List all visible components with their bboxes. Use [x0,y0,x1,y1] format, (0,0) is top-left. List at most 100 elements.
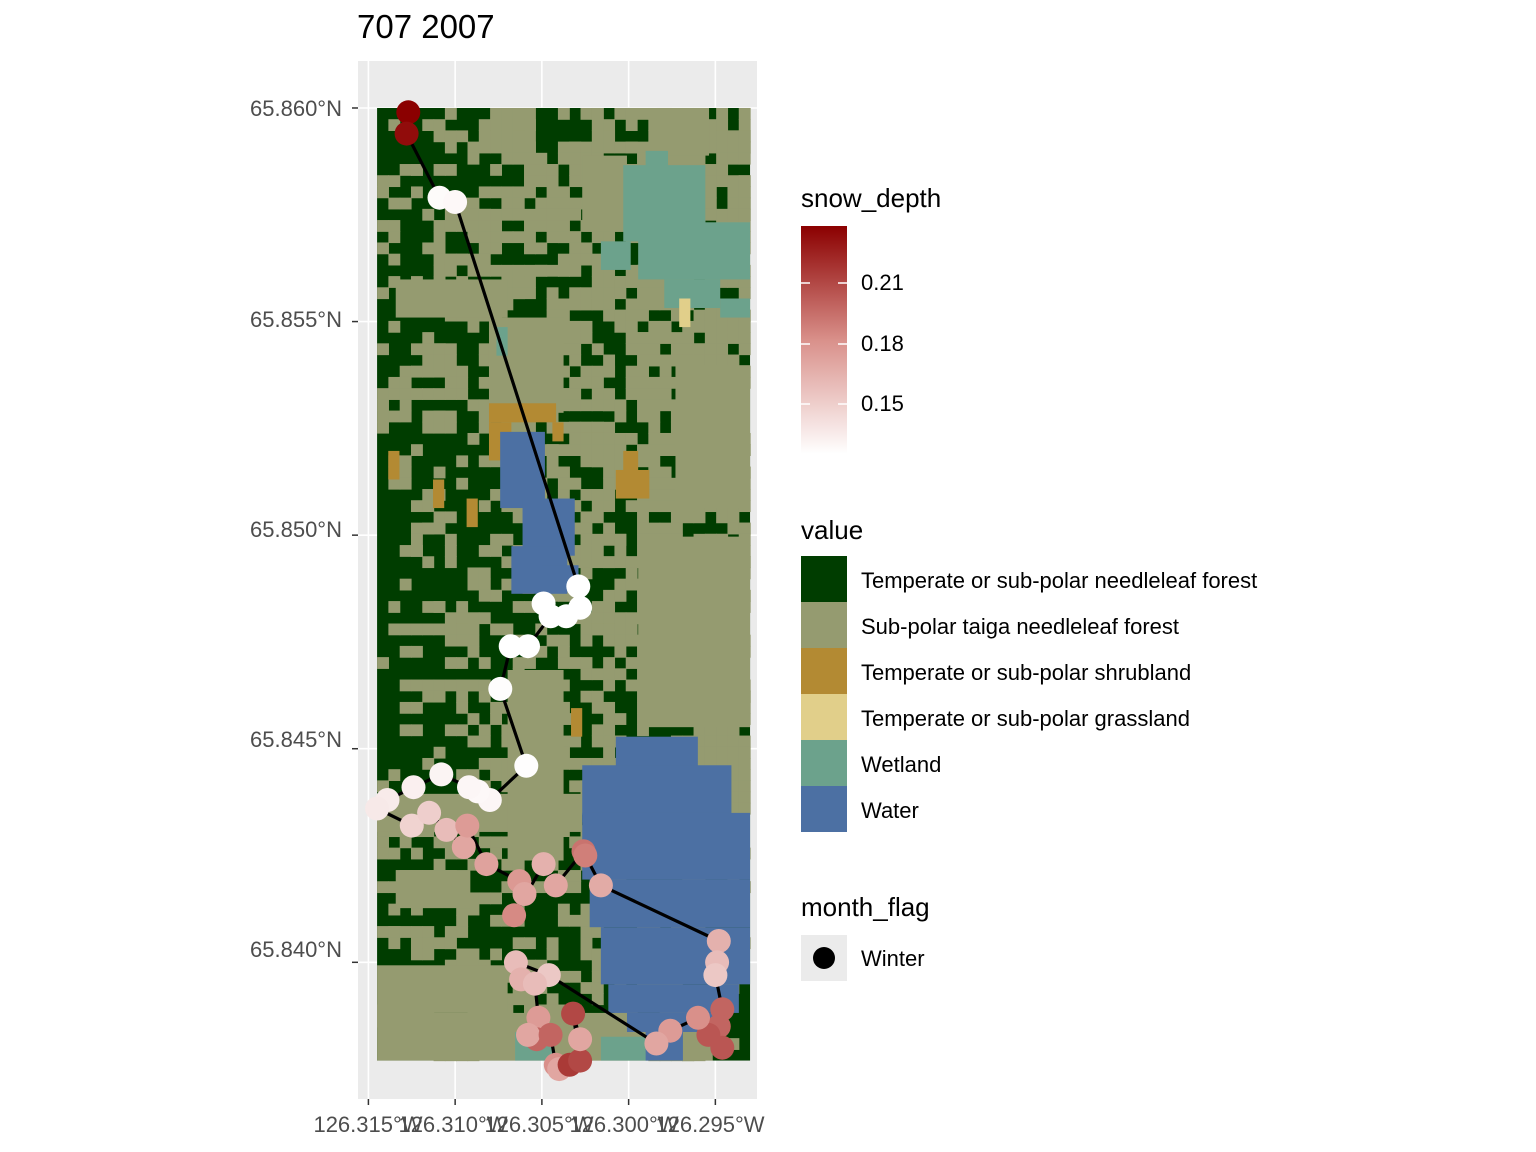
land-cover-cell [410,645,423,658]
land-cover-cell [490,847,503,860]
land-cover-cell [422,242,435,255]
land-cover-cell [422,343,435,356]
land-cover-cell [557,309,570,322]
land-cover-cell [648,410,661,423]
land-cover-cell [377,836,389,849]
land-cover-cell [388,477,401,490]
land-cover-cell [637,376,649,389]
land-cover-cell [704,309,717,322]
land-cover-cell [433,858,446,871]
land-cover-cell [467,892,480,905]
land-cover-cell [444,556,457,569]
land-cover-cell [580,657,593,669]
land-cover-cell [637,354,649,367]
land-cover-cell [478,410,491,423]
land-cover-cell [478,589,491,602]
land-cover-cell [410,926,423,938]
land-cover-cell [399,399,412,412]
land-cover-cell [410,164,423,176]
land-cover-cell [659,354,672,367]
land-cover-cell [524,242,536,255]
land-cover-cell [704,354,717,367]
land-cover-cell [693,309,706,322]
land-cover-cell [614,713,627,725]
land-cover-cell [422,354,435,367]
land-cover-cell [569,432,582,445]
land-cover-cell [679,298,691,328]
land-cover-cell [501,231,514,244]
colorbar-ticks [801,282,847,405]
land-cover-cell [377,175,389,188]
land-cover-cell [535,645,548,658]
y-tick-label: 65.840°N [250,937,342,962]
land-cover-cell [524,175,536,188]
land-cover-cell [557,298,570,311]
land-cover-cell [557,264,570,277]
land-cover-cell [467,612,480,625]
land-cover-cell [582,812,751,880]
land-cover-cell [410,533,423,546]
land-cover-cell [648,500,661,513]
land-cover-cell [569,231,582,244]
land-cover-cell [738,769,751,781]
land-cover-cell [535,220,548,232]
land-cover-cell [557,679,570,692]
track-point [568,1048,593,1073]
land-cover-cell [456,948,469,961]
land-cover-cell [591,253,604,266]
land-cover-cell [467,141,480,154]
land-cover-cell [557,332,570,344]
land-cover-cell [490,769,503,781]
land-cover-cell [727,769,740,781]
land-cover-cell [512,119,525,132]
land-cover-cell [569,870,582,882]
land-cover-cell [524,993,536,1006]
land-cover-cell [467,634,480,647]
land-cover-cell [591,376,604,389]
land-cover-cell [444,657,457,669]
land-cover-cell [600,1036,657,1061]
land-cover-cell [693,152,706,165]
x-tick-label: 126.300°W [569,1112,679,1137]
land-cover-cell [591,500,604,513]
land-cover-cell [603,679,616,692]
land-cover-cell [738,152,751,165]
land-cover-cell [670,332,683,344]
land-cover-cell [614,320,627,333]
land-cover-cell [727,735,740,748]
land-cover-cell [524,937,536,950]
land-cover-cell [490,533,503,546]
land-cover-cell [433,388,446,400]
land-cover-cell [704,119,717,132]
land-cover-cell [659,320,672,333]
land-cover-cell [399,701,412,714]
legend-key-winter [801,935,847,981]
land-cover-cell [524,276,536,288]
land-cover-cell [727,130,740,143]
land-cover-cell [467,713,480,725]
land-cover-cell [659,489,672,501]
land-cover-cell [501,881,514,894]
land-cover-cell [569,757,582,770]
land-cover-cell [444,365,457,378]
land-cover-cell [490,914,503,927]
land-cover-cell [738,276,751,288]
land-cover-cell [478,242,491,255]
land-cover-cell [535,164,548,176]
land-cover-cell [738,757,751,770]
land-cover-cell [727,276,740,288]
land-cover-cell [557,253,570,266]
land-cover-cell [615,469,650,499]
land-cover-cell [388,119,401,132]
legend-title-snow-depth: snow_depth [801,183,942,213]
land-cover-cell [467,220,480,232]
land-cover-cell [388,376,401,389]
land-cover-cell [716,141,729,154]
land-cover-cell [444,376,457,389]
land-cover-cell [569,914,582,927]
land-cover-cell [501,186,514,199]
land-cover-cell [659,365,672,378]
land-cover-cell [591,724,604,737]
land-cover-cell [591,533,604,546]
land-cover-cell [591,690,604,703]
